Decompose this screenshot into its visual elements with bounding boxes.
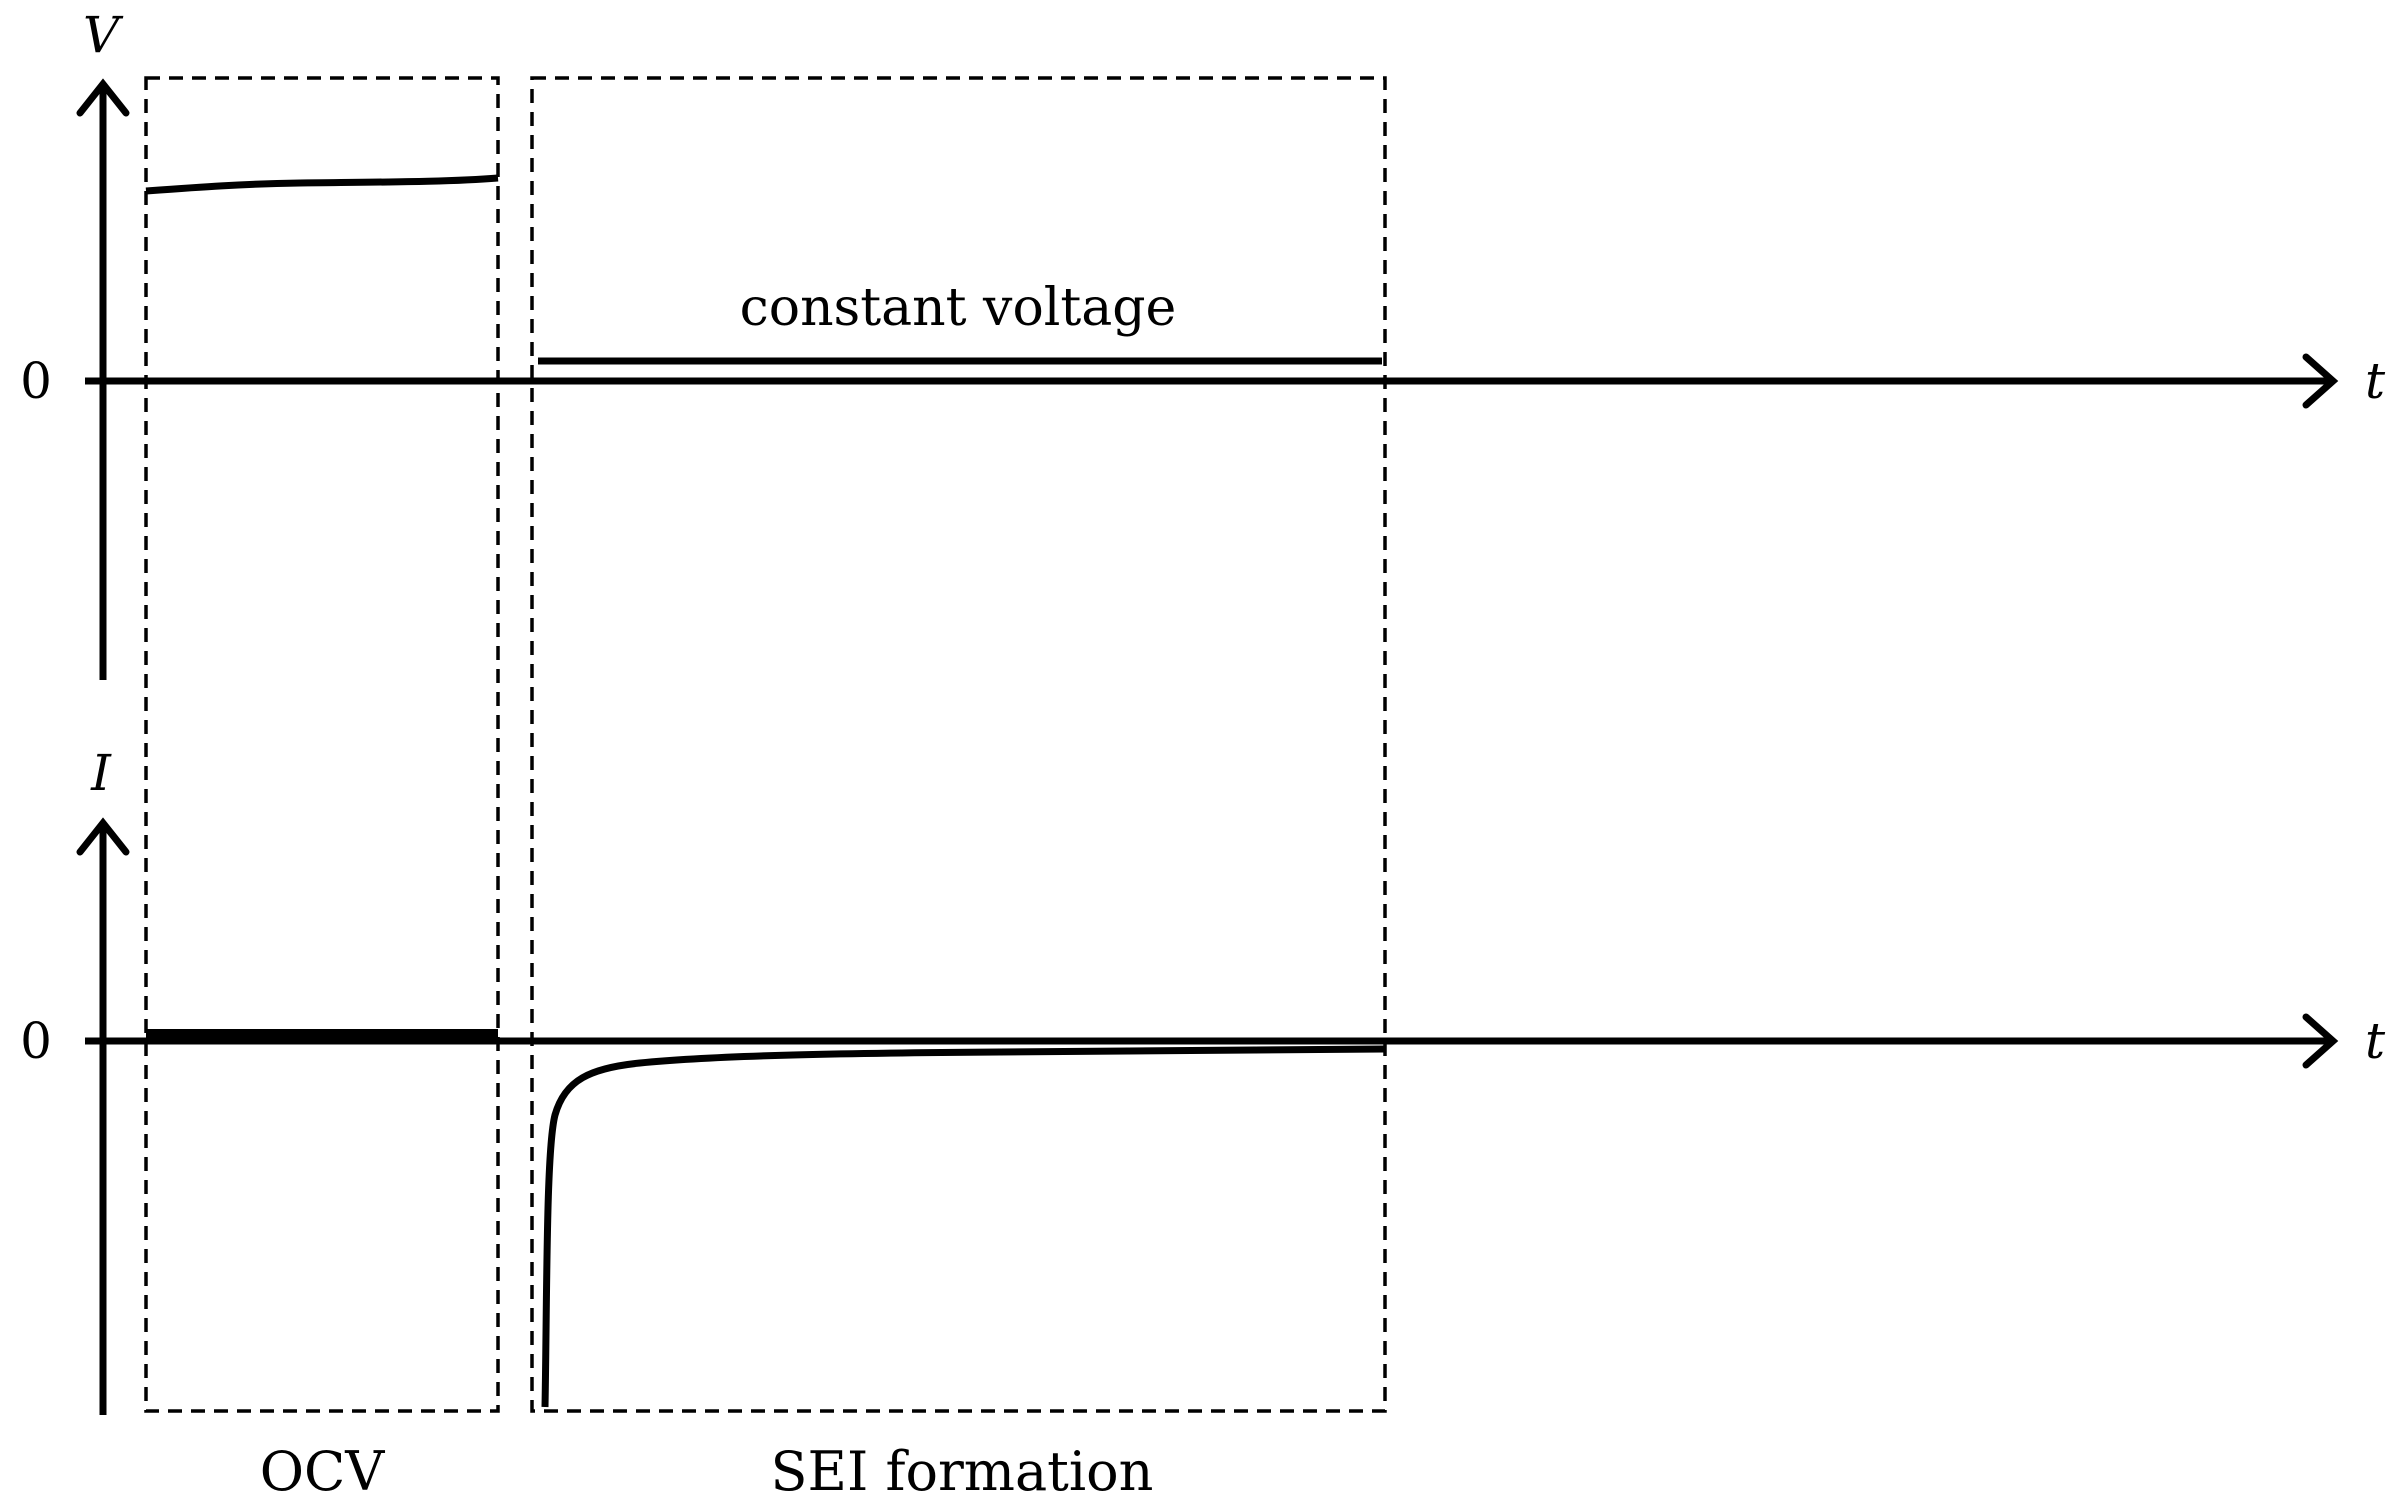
current-x-axis-label: t <box>2365 1012 2386 1070</box>
sei-formation-region-label: SEI formation <box>771 1440 1154 1500</box>
current-y-axis-label: I <box>90 744 112 802</box>
voltage-y-axis-arrow <box>76 78 130 117</box>
ocv-region-label: OCV <box>260 1440 386 1500</box>
voltage-zero-label: 0 <box>20 352 52 410</box>
constant-voltage-label: constant voltage <box>740 278 1177 338</box>
ocv-region-box <box>144 76 500 1413</box>
current-y-axis-arrow <box>76 817 130 856</box>
voltage-x-axis-arrow <box>2302 353 2339 409</box>
voltage-y-axis-label: V <box>83 6 124 64</box>
ocv-voltage-curve <box>145 174 499 195</box>
current-plot: I t 0 <box>20 744 2386 1415</box>
current-zero-label: 0 <box>20 1012 52 1070</box>
voltage-plot: V t 0 constant voltage <box>20 6 2386 680</box>
current-x-axis-arrow <box>2302 1013 2339 1069</box>
sei-current-curve <box>541 1045 1386 1408</box>
sei-formation-region-box <box>530 76 1387 1413</box>
voltage-x-axis-label: t <box>2365 352 2386 410</box>
